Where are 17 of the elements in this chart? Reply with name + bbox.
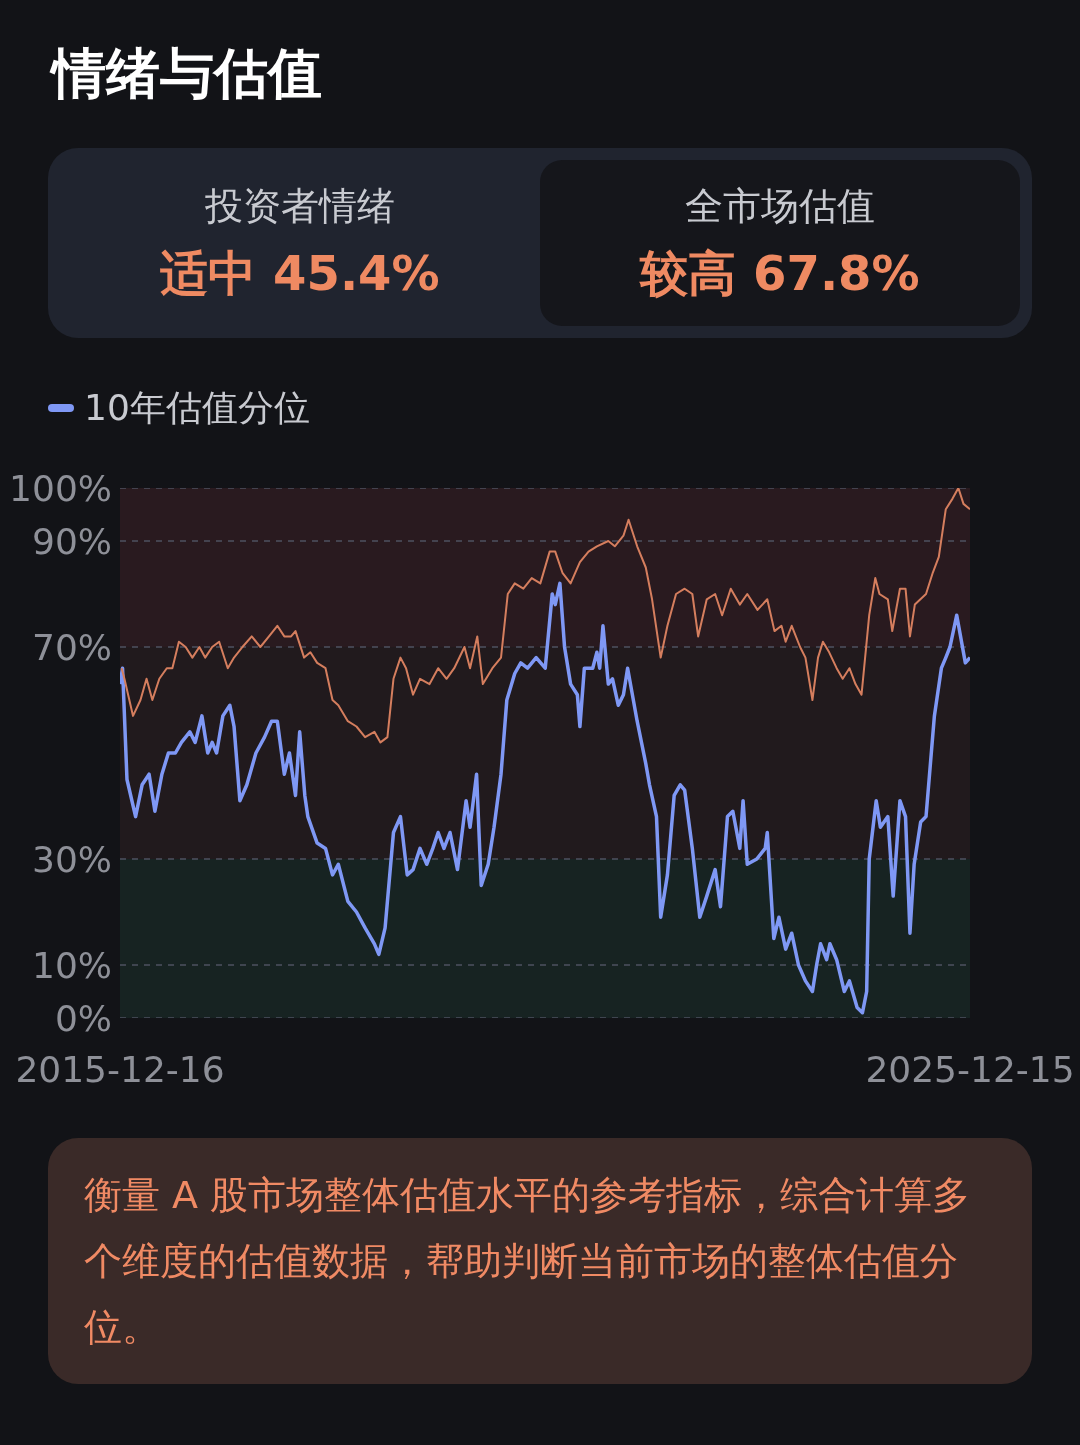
legend-label: 10年估值分位	[84, 385, 310, 430]
y-tick-label: 100%	[9, 467, 112, 509]
text: 情绪与估值	[48, 41, 323, 107]
y-tick-label: 70%	[31, 626, 112, 668]
line-series	[120, 581, 970, 1015]
line-series	[120, 488, 970, 744]
x-tick-label: 2025-12-15	[865, 1048, 1075, 1090]
x-tick-label: 2015-12-16	[15, 1048, 225, 1090]
y-tick-label: 90%	[31, 520, 112, 562]
text: 较高 67.8%	[640, 243, 920, 303]
y-tick-label: 0%	[54, 997, 112, 1039]
y-tick-label: 10%	[31, 944, 112, 986]
y-tick-label: 30%	[31, 838, 112, 880]
text: 全市场估值	[685, 182, 875, 230]
text: 适中 45.4%	[160, 243, 440, 303]
text: 衡量 A 股市场整体估值水平的参考指标，综合计算多个维度的估值数据，帮助判断当前市场的整体估值分位。	[48, 1138, 1032, 1384]
text: 投资者情绪	[205, 182, 395, 230]
